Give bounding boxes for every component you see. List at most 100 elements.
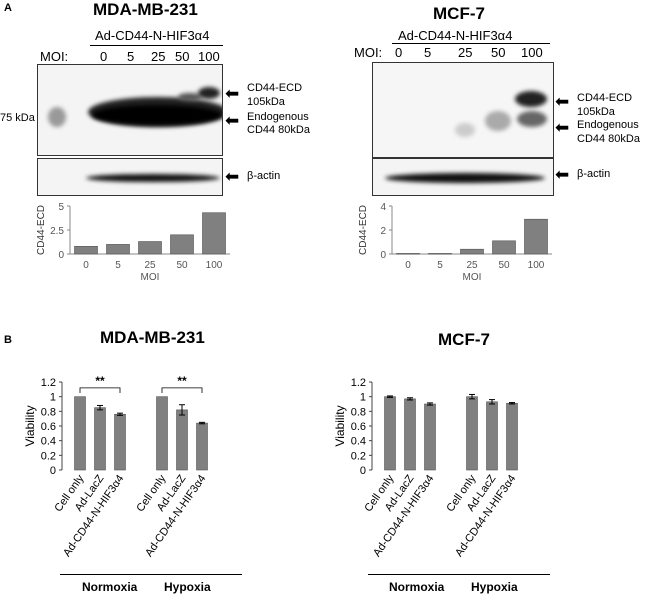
mda-viability-ytick-label: 0.6 bbox=[41, 421, 56, 433]
mcf-quant-xtick-label: 0 bbox=[405, 260, 411, 271]
ecd-band-50 bbox=[178, 93, 202, 101]
mda-actin-label: β-actin bbox=[247, 170, 281, 182]
mcf-normoxia-label: Normoxia bbox=[389, 580, 445, 594]
mda-viability-ytick-label: 1.2 bbox=[41, 377, 56, 389]
mcf-moi-25: 25 bbox=[458, 45, 473, 60]
mda-actin-arrow-icon: ⬅ bbox=[225, 167, 240, 186]
mda-ecd-arrow-icon: ⬅ bbox=[225, 84, 240, 103]
mcf-endo-arrow-icon: ⬅ bbox=[555, 118, 570, 137]
mcf-viability-ytick-label: 1 bbox=[360, 392, 366, 404]
mcf-band-25 bbox=[455, 123, 475, 137]
mda-moi-label: MOI: bbox=[40, 49, 69, 64]
mda-marker-75kda: 75 kDa bbox=[0, 112, 35, 124]
mcf-moi-0: 0 bbox=[395, 45, 403, 60]
mcf-ecd-arrow-icon: ⬅ bbox=[555, 92, 570, 111]
mda-viability-ytick-label: 0.8 bbox=[41, 406, 56, 418]
mda-hypoxia-line bbox=[146, 574, 242, 575]
mcf-viability-ytick-label: 0.6 bbox=[351, 421, 366, 433]
mcf-viability-ylabel: Viability bbox=[333, 405, 347, 446]
mda-viability-bar bbox=[94, 407, 106, 471]
mda-viability-bar bbox=[196, 422, 208, 471]
endogenous-band-core bbox=[92, 105, 222, 125]
mcf-viability-bar bbox=[466, 396, 478, 471]
mda-cd44-blot bbox=[37, 64, 223, 156]
marker-band bbox=[48, 107, 66, 127]
mcf-actin-arrow-icon: ⬅ bbox=[555, 165, 570, 184]
mda-moi-100: 100 bbox=[198, 49, 220, 64]
mda-viability-sig-bracket bbox=[161, 387, 203, 393]
mcf-viability-bar bbox=[506, 402, 518, 471]
mda-normoxia-label: Normoxia bbox=[82, 580, 138, 594]
mcf-ecd-band-100 bbox=[515, 91, 547, 107]
mcf-actin-blot bbox=[372, 158, 554, 196]
mda-viability-sig-bracket bbox=[79, 387, 121, 393]
mcf-viability-bar bbox=[404, 398, 416, 471]
mcf-hypoxia-label: Hypoxia bbox=[471, 580, 518, 594]
mda-viability-ytick-label: 0.4 bbox=[41, 436, 56, 448]
mda-quant-xtick-label: 100 bbox=[206, 260, 223, 271]
mcf-viability-ytick-label: 1.2 bbox=[351, 377, 366, 389]
mcf-actin-label: β-actin bbox=[577, 168, 611, 180]
mcf-endo-band-100 bbox=[517, 111, 547, 127]
mda-moi-5: 5 bbox=[127, 49, 135, 64]
mda-blot-title: MDA-MB-231 bbox=[93, 0, 198, 19]
mda-moi-50: 50 bbox=[175, 49, 190, 64]
mda-quant-bar bbox=[138, 241, 162, 255]
mda-quant-bar bbox=[74, 246, 98, 255]
mda-quant-xtick-label: 50 bbox=[176, 260, 188, 271]
mda-viability-title: MDA-MB-231 bbox=[100, 328, 205, 347]
mda-quant-bar bbox=[106, 244, 130, 255]
ecd-band-100 bbox=[198, 87, 220, 99]
mcf-viability-bar bbox=[384, 396, 396, 471]
mcf-ecd-label-1: CD44-ECD bbox=[577, 92, 633, 104]
mcf-viability-bar bbox=[486, 401, 498, 471]
mcf-endo-label-2: CD44 80kDa bbox=[577, 133, 640, 145]
mcf-quant-bar bbox=[524, 218, 548, 255]
mcf-band-50 bbox=[485, 111, 511, 131]
mcf-cd44-ecd-chart: 0 2 4 0 5 25 50 100 MOI CD44-ECD bbox=[358, 202, 552, 283]
mda-moi-25: 25 bbox=[151, 49, 166, 64]
mda-moi-0: 0 bbox=[100, 49, 108, 64]
mcf-ecd-label-2: 105kDa bbox=[577, 106, 615, 118]
mda-hypoxia-label: Hypoxia bbox=[164, 580, 211, 594]
panel-b-label: B bbox=[4, 334, 12, 346]
mcf-quant-xtick-label: 50 bbox=[498, 260, 510, 271]
mcf-quant-xtick-label: 100 bbox=[528, 260, 545, 271]
mcf-quant-xtick-label: 25 bbox=[466, 260, 478, 271]
mcf-quant-bar bbox=[492, 240, 516, 255]
mda-quant-ytick-label: 0 bbox=[58, 250, 64, 261]
mda-quant-xtick-label: 0 bbox=[83, 260, 89, 271]
mda-vector-underline bbox=[90, 45, 223, 46]
mcf-quant-bar bbox=[428, 253, 452, 255]
mda-quant-xlabel: MOI bbox=[141, 272, 160, 283]
mcf-quant-ytick-label: 4 bbox=[380, 202, 386, 213]
mcf-endo-label-1: Endogenous bbox=[577, 119, 639, 131]
mda-quant-bar bbox=[202, 212, 226, 255]
mcf-quant-ytick-label: 2 bbox=[380, 226, 386, 237]
mcf-quant-ytick-label: 0 bbox=[380, 250, 386, 261]
mda-endo-label-2: CD44 80kDa bbox=[247, 124, 310, 136]
mda-quant-xtick-label: 5 bbox=[115, 260, 121, 271]
mcf-vector-label: Ad-CD44-N-HIF3α4 bbox=[398, 28, 513, 43]
mda-endo-label-1: Endogenous bbox=[247, 111, 309, 123]
mda-viability-ylabel: Viability bbox=[23, 405, 37, 446]
mcf-viability-ytick-label: 0 bbox=[360, 465, 366, 477]
actin-band bbox=[86, 174, 220, 182]
mda-quant-ytick-label: 5 bbox=[58, 202, 64, 213]
mda-quant-xtick-label: 25 bbox=[144, 260, 156, 271]
mda-viability-ytick-label: 1 bbox=[50, 392, 56, 404]
mda-quant-ylabel: CD44-ECD bbox=[36, 205, 47, 255]
mcf-quant-bar bbox=[460, 248, 484, 255]
mcf-quant-ylabel: CD44-ECD bbox=[358, 205, 369, 255]
mda-ecd-label-2: 105kDa bbox=[247, 96, 285, 108]
mda-viability-sig-label: ** bbox=[177, 374, 187, 388]
mcf-quant-xlabel: MOI bbox=[463, 272, 482, 283]
mda-endo-arrow-icon: ⬅ bbox=[225, 111, 240, 130]
mda-actin-blot bbox=[37, 158, 223, 196]
mcf-moi-100: 100 bbox=[521, 45, 543, 60]
mcf-moi-50: 50 bbox=[491, 45, 506, 60]
mcf-viability-ytick-label: 0.2 bbox=[351, 450, 366, 462]
panel-a-label: A bbox=[4, 2, 12, 14]
